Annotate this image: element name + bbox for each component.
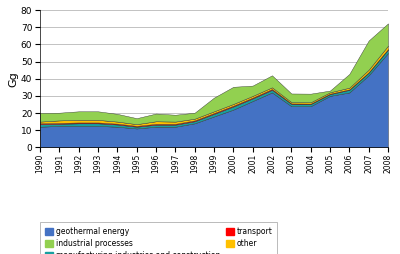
Y-axis label: Gg: Gg bbox=[8, 71, 18, 87]
Legend: geothermal energy, industrial processes, manufacturing industries and constructi: geothermal energy, industrial processes,… bbox=[40, 223, 277, 254]
